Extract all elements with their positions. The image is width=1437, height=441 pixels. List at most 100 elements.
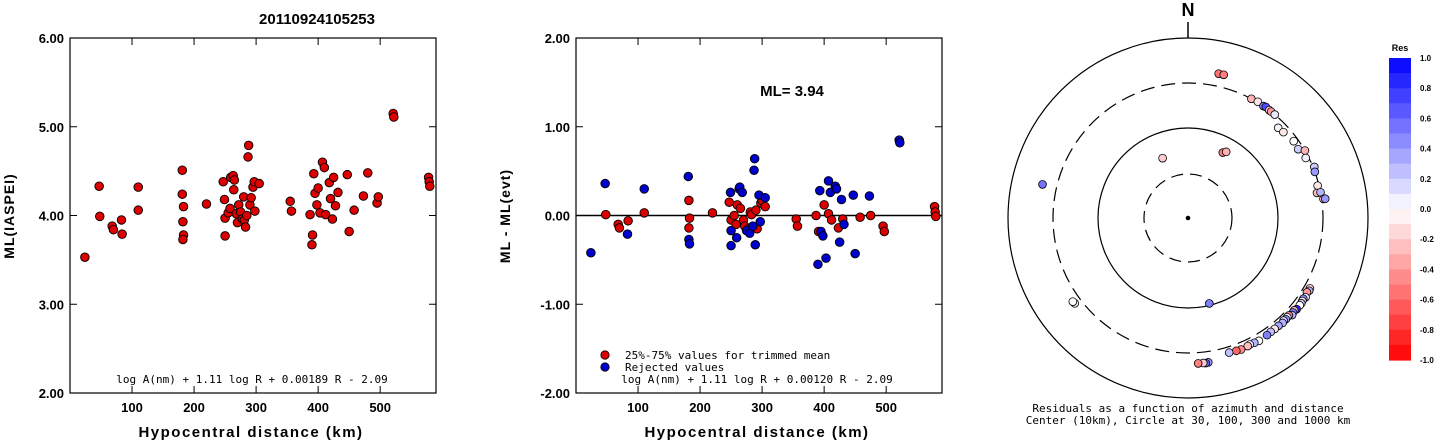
legend-label-used: 25%-75% values for trimmed mean (625, 349, 830, 362)
station-marker (1270, 110, 1280, 119)
station-marker (1243, 341, 1253, 351)
data-points (80, 108, 435, 262)
data-point (243, 140, 254, 151)
rejected-point (726, 225, 736, 236)
rejected-point (850, 248, 860, 259)
rejected-point (755, 216, 765, 227)
ring-30km (1143, 173, 1233, 263)
used-point (760, 201, 770, 212)
ml-distance-chart: 2.00 3.00 4.00 5.00 6.00 100 200 300 400 500 log… (1, 31, 437, 441)
colorbar-cell (1389, 209, 1411, 225)
colorbar-cell (1389, 284, 1411, 301)
used-point (811, 210, 821, 221)
x-tick-labels: 100 200 300 400 500 (121, 38, 391, 415)
colorbar-cell (1389, 344, 1411, 361)
y-tick-label: 1.00 (545, 120, 570, 135)
y-tick-label: 2.00 (545, 31, 570, 46)
azimuth-map: N Residuals as a function of azimuth and… (1007, 0, 1369, 427)
rejected-point (823, 176, 834, 186)
y-tick-labels: 2.00 3.00 4.00 5.00 6.00 (39, 31, 436, 401)
colorbar-title: Res (1392, 43, 1409, 53)
colorbar-tick-label: -1.0 (1420, 356, 1434, 365)
x-tick-label: 200 (183, 400, 205, 415)
data-point (307, 240, 317, 250)
page-title: 20110924105253 (259, 11, 375, 28)
used-point (639, 208, 649, 218)
x-axis-label: Hypocentral distance (km) (644, 424, 869, 441)
used-point (684, 195, 694, 206)
plot-frame (69, 37, 437, 394)
colorbar: Res 1.0 0.8 0.6 0.4 0.2 0.0 -0.2 -0.4 -0.6 -0.8 -1… (1389, 43, 1434, 365)
data-point (80, 252, 90, 262)
data-point (312, 200, 322, 210)
used-point (751, 205, 761, 215)
north-label: N (1182, 0, 1195, 20)
station-marker (1279, 127, 1288, 137)
data-point (373, 192, 384, 202)
station-marker (1068, 297, 1078, 306)
used-point (865, 210, 876, 221)
used-point (684, 213, 695, 223)
data-point (286, 206, 297, 216)
rejected-point (586, 248, 596, 258)
x-tick-label: 400 (307, 400, 329, 415)
ring-100km (1097, 127, 1279, 309)
formula-label: log A(nm) + 1.11 log R + 0.00120 R - 2.0… (621, 373, 893, 386)
colorbar-tick-label: 1.0 (1420, 54, 1432, 63)
data-point (254, 178, 264, 189)
rejected-point (821, 253, 831, 263)
colorbar-tick-label: 0.2 (1420, 175, 1432, 184)
data-point (133, 205, 143, 215)
colorbar-tick-label: -0.6 (1420, 296, 1434, 305)
data-point (201, 199, 212, 209)
colorbar-cell (1389, 224, 1411, 240)
x-tick-label: 100 (627, 400, 649, 415)
data-point (250, 206, 260, 216)
station-marker (1262, 330, 1272, 340)
y-tick-label: 4.00 (39, 209, 64, 224)
y-tick-label: 3.00 (39, 297, 64, 312)
data-point (309, 169, 319, 179)
colorbar-cell (1389, 103, 1411, 119)
data-point (358, 191, 369, 201)
data-point (218, 177, 228, 187)
data-point (285, 196, 295, 207)
used-point (623, 216, 633, 226)
x-tick-label: 300 (245, 400, 267, 415)
formula-label: log A(nm) + 1.11 log R + 0.00189 R - 2.0… (116, 373, 388, 386)
y-tick-label: 6.00 (39, 31, 64, 46)
station-marker (1320, 194, 1330, 204)
colorbar-tick-label: 0.6 (1420, 114, 1432, 123)
used-point (707, 208, 718, 218)
data-points (586, 135, 941, 270)
station-marker (1221, 147, 1231, 157)
legend-marker-rejected (600, 362, 610, 372)
x-tick-label: 100 (121, 400, 143, 415)
colorbar-cell (1389, 178, 1411, 195)
rejected-point (864, 191, 875, 201)
used-point (735, 203, 746, 214)
data-point (305, 209, 315, 220)
x-tick-label: 500 (875, 400, 897, 415)
residual-distance-chart: -2.00 -1.00 0.00 1.00 2.00 100 200 300 400 500 M… (497, 31, 943, 441)
data-point (333, 187, 343, 198)
x-tick-label: 200 (689, 400, 711, 415)
used-point (601, 209, 611, 220)
colorbar-cell (1389, 148, 1411, 165)
data-point (225, 203, 235, 214)
data-point (229, 175, 240, 185)
station-marker (1300, 146, 1310, 155)
rejected-point (726, 240, 736, 251)
data-point (94, 181, 104, 191)
rejected-point (848, 190, 859, 200)
station-marker (1038, 180, 1047, 189)
colorbar-cell (1389, 254, 1411, 270)
data-point (177, 189, 188, 199)
ring-1000km (1007, 37, 1369, 399)
station-marker (1224, 348, 1234, 357)
rejected-point (725, 187, 736, 198)
used-point (879, 226, 890, 237)
colorbar-cell (1389, 193, 1411, 210)
used-point (724, 197, 734, 207)
center-dot (1185, 215, 1191, 221)
